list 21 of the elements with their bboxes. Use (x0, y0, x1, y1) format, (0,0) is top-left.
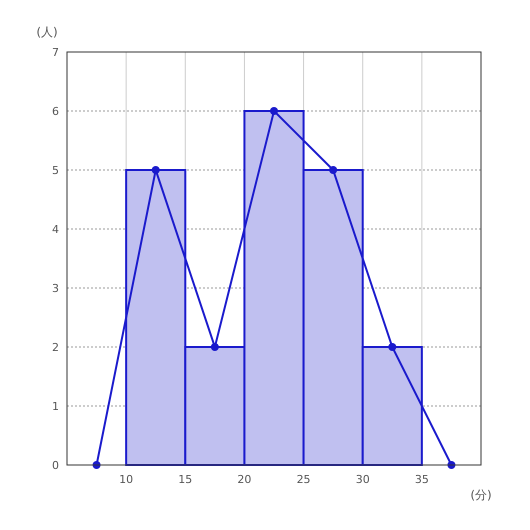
x-tick-label: 25 (296, 473, 311, 486)
y-tick-label: 3 (52, 282, 59, 295)
point (329, 166, 338, 174)
point (388, 343, 396, 351)
point (152, 166, 160, 174)
x-axis-title: (分) (470, 488, 492, 502)
y-tick-label: 4 (52, 223, 59, 236)
x-tick-label: 10 (119, 473, 134, 486)
x-tick-label: 35 (414, 473, 429, 486)
y-tick-label: 7 (52, 46, 59, 59)
x-tick-label: 30 (356, 473, 370, 486)
y-tick-label: 0 (52, 459, 59, 472)
y-tick-label: 6 (52, 105, 59, 118)
y-axis-title: (人) (36, 25, 58, 39)
y-tick-label: 5 (52, 164, 59, 177)
point (270, 107, 278, 115)
x-tick-label: 20 (237, 473, 252, 486)
y-tick-label: 2 (52, 341, 59, 354)
y-tick-label: 1 (52, 400, 59, 413)
point (210, 343, 219, 351)
x-tick-label: 15 (178, 473, 192, 486)
